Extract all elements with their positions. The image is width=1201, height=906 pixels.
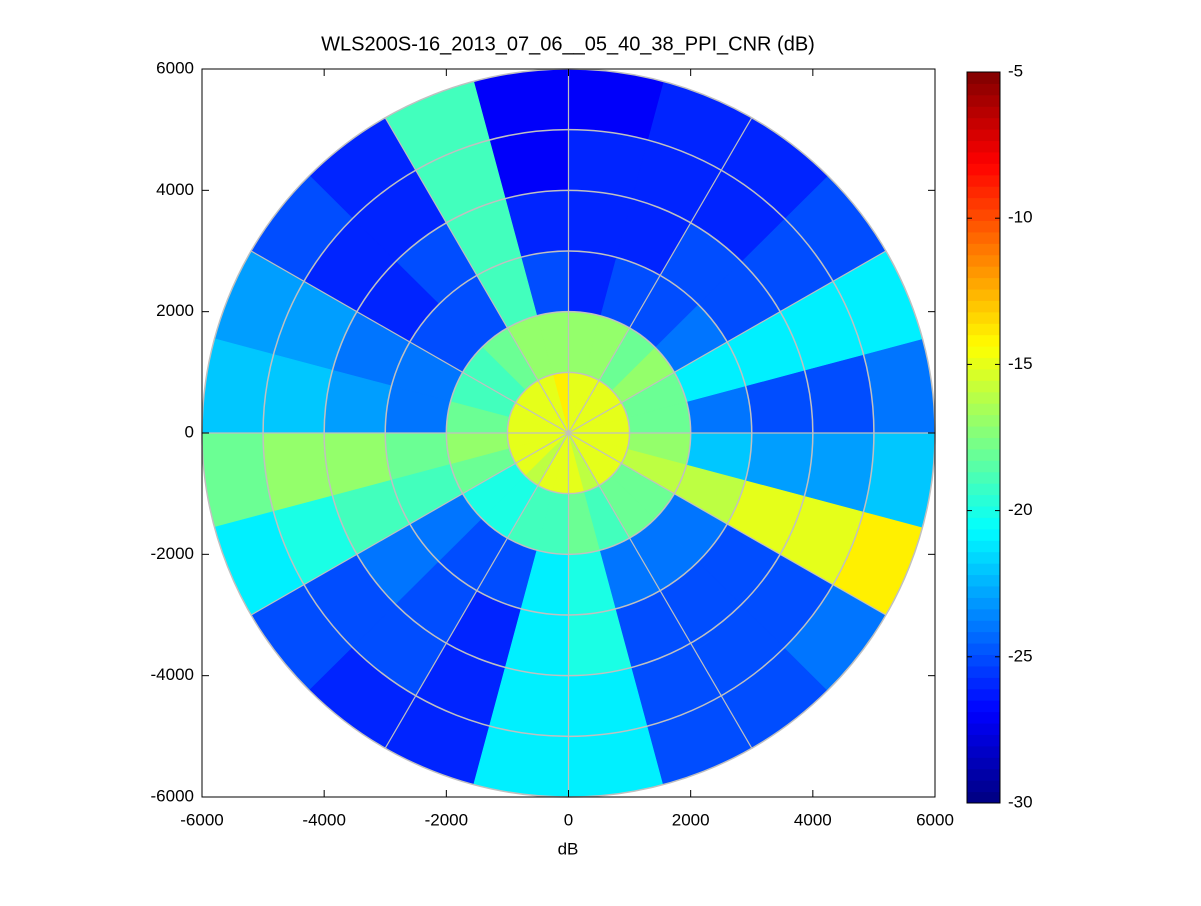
colorbar-swatch: [967, 620, 1000, 633]
x-tick-label: 2000: [672, 810, 710, 829]
colorbar-swatch: [967, 654, 1000, 667]
colorbar-swatch: [967, 768, 1000, 781]
colorbar-swatch: [967, 597, 1000, 610]
chart-title: WLS200S-16_2013_07_06__05_40_38_PPI_CNR …: [321, 33, 815, 55]
colorbar-swatch: [967, 163, 1000, 176]
colorbar-swatch: [967, 243, 1000, 256]
x-tick-label: 0: [564, 810, 573, 829]
colorbar-swatch: [967, 151, 1000, 164]
colorbar-swatch: [967, 665, 1000, 678]
grid-spoke: [567, 432, 753, 749]
colorbar-tick-label: -10: [1008, 208, 1033, 227]
colorbar-swatch: [967, 506, 1000, 518]
colorbar-swatch: [967, 346, 1000, 359]
colorbar-swatch: [967, 448, 1000, 461]
colorbar-swatch: [967, 94, 1000, 107]
y-tick-label: -4000: [151, 665, 194, 684]
colorbar-swatch: [967, 414, 1000, 427]
colorbar-swatch: [967, 129, 1000, 142]
x-tick-label: 6000: [916, 810, 954, 829]
grid-spoke: [250, 432, 569, 616]
grid-spoke: [568, 432, 887, 616]
y-tick-label: -6000: [151, 786, 194, 805]
colorbar-swatch: [967, 437, 1000, 450]
colorbar-swatch: [967, 791, 1000, 804]
y-tick-label: 6000: [156, 58, 194, 77]
x-tick-label: -4000: [302, 810, 345, 829]
colorbar-tick-label: -30: [1008, 792, 1033, 811]
colorbar-swatch: [967, 426, 1000, 438]
x-tick-label: 4000: [794, 810, 832, 829]
colorbar-tick-label: -20: [1008, 500, 1033, 519]
colorbar-swatch: [967, 677, 1000, 690]
colorbar-swatch: [967, 231, 1000, 244]
colorbar-swatch: [967, 528, 1000, 541]
colorbar-swatch: [967, 711, 1000, 724]
colorbar-swatch: [967, 574, 1000, 587]
colorbar-swatch: [967, 174, 1000, 187]
colorbar-tick-label: -15: [1008, 354, 1033, 373]
colorbar-swatch: [967, 277, 1000, 290]
colorbar-swatch: [967, 780, 1000, 793]
colorbar-swatch: [967, 254, 1000, 267]
colorbar-swatch: [967, 734, 1000, 747]
colorbar-swatch: [967, 311, 1000, 324]
colorbar-swatch: [967, 334, 1000, 347]
x-axis-label: dB: [558, 839, 579, 858]
colorbar-swatch: [967, 585, 1000, 598]
colorbar-swatch: [967, 723, 1000, 735]
colorbar-swatch: [967, 700, 1000, 713]
colorbar-swatch: [967, 563, 1000, 576]
colorbar-swatch: [967, 72, 1000, 84]
grid-spoke: [250, 250, 569, 434]
colorbar-swatch: [967, 197, 1000, 210]
colorbar-swatch: [967, 220, 1000, 233]
colorbar-swatch: [967, 266, 1000, 279]
colorbar-swatch: [967, 83, 1000, 96]
colorbar-swatch: [967, 631, 1000, 644]
grid-spoke: [568, 250, 887, 434]
colorbar-swatch: [967, 117, 1000, 130]
colorbar-swatch: [967, 380, 1000, 393]
x-tick-label: -2000: [425, 810, 468, 829]
y-tick-label: 0: [185, 422, 194, 441]
colorbar-swatch: [967, 471, 1000, 484]
colorbar-swatch: [967, 140, 1000, 153]
grid-spoke: [384, 117, 570, 434]
colorbar-swatch: [967, 357, 1000, 370]
colorbar-swatch: [967, 608, 1000, 621]
colorbar-swatch: [967, 643, 1000, 656]
grid-spoke: [384, 432, 570, 749]
colorbar-swatch: [967, 540, 1000, 553]
colorbar-swatch: [967, 551, 1000, 564]
colorbar-swatch: [967, 391, 1000, 404]
colorbar-swatch: [967, 209, 1000, 221]
y-tick-label: 4000: [156, 180, 194, 199]
y-tick-label: -2000: [151, 544, 194, 563]
colorbar-swatch: [967, 186, 1000, 199]
colorbar-swatch: [967, 688, 1000, 701]
colorbar-swatch: [967, 460, 1000, 473]
y-tick-label: 2000: [156, 301, 194, 320]
colorbar-swatch: [967, 403, 1000, 416]
colorbar-swatch: [967, 289, 1000, 301]
colorbar-swatch: [967, 517, 1000, 530]
colorbar-swatch: [967, 483, 1000, 496]
colorbar-swatch: [967, 757, 1000, 770]
colorbar-swatch: [967, 300, 1000, 313]
colorbar-swatch: [967, 323, 1000, 336]
grid-spoke: [567, 117, 753, 434]
colorbar-tick-label: -25: [1008, 646, 1033, 665]
colorbar-tick-label: -5: [1008, 61, 1023, 80]
x-tick-label: -6000: [180, 810, 223, 829]
colorbar-frame: [966, 71, 1001, 804]
colorbar-swatch: [967, 745, 1000, 758]
colorbar-swatch: [967, 494, 1000, 507]
colorbar-swatch: [967, 368, 1000, 381]
colorbar-swatch: [967, 106, 1000, 119]
